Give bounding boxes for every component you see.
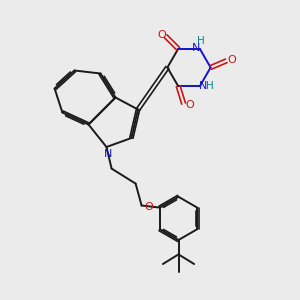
Text: H: H	[196, 36, 204, 46]
Text: N: N	[103, 148, 112, 159]
Text: H: H	[206, 81, 213, 91]
Text: O: O	[157, 30, 166, 40]
Text: N: N	[199, 81, 207, 91]
Text: O: O	[144, 202, 153, 212]
Text: O: O	[186, 100, 195, 110]
Text: O: O	[227, 55, 236, 65]
Text: N: N	[192, 44, 200, 53]
